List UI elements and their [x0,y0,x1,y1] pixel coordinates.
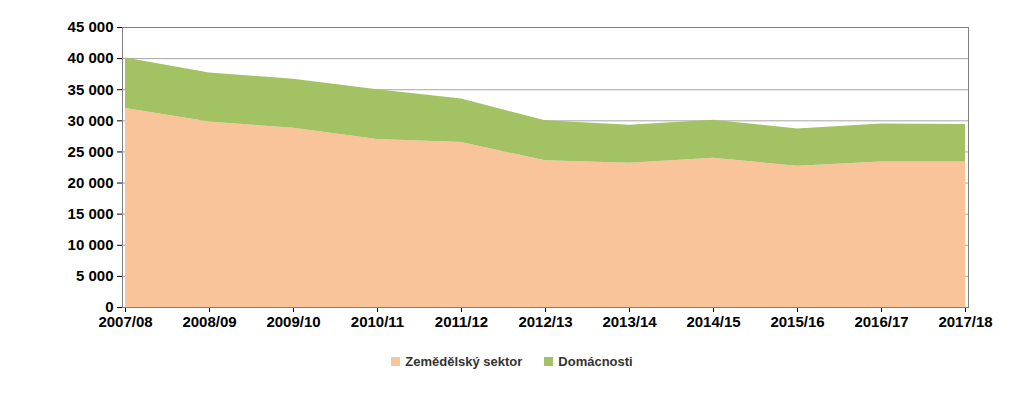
svg-text:25 000: 25 000 [68,143,114,160]
svg-text:2012/13: 2012/13 [518,313,572,330]
svg-text:30 000: 30 000 [68,112,114,129]
svg-text:5 000: 5 000 [76,267,114,284]
svg-text:40 000: 40 000 [68,49,114,66]
html-text:Domácnosti: Domácnosti [558,354,633,369]
svg-text:2016/17: 2016/17 [854,313,908,330]
svg-text:2014/15: 2014/15 [686,313,740,330]
svg-text:45 000: 45 000 [68,18,114,35]
svg-text:20 000: 20 000 [68,174,114,191]
svg-text:15 000: 15 000 [68,205,114,222]
svg-text:2011/12: 2011/12 [435,313,488,330]
svg-text:2010/11: 2010/11 [351,313,404,330]
svg-text:0: 0 [105,298,114,316]
svg-text:2009/10: 2009/10 [266,313,320,330]
svg-text:2007/08: 2007/08 [98,313,152,330]
html-text:Zemědělský sektor: Zemědělský sektor [405,354,523,369]
svg-text:2013/14: 2013/14 [602,313,657,330]
svg-text:35 000: 35 000 [68,81,114,98]
svg-text:2008/09: 2008/09 [182,313,236,330]
svg-text:2015/16: 2015/16 [770,313,824,330]
svg-text:2017/18: 2017/18 [938,313,992,330]
svg-text:10 000: 10 000 [68,236,114,253]
